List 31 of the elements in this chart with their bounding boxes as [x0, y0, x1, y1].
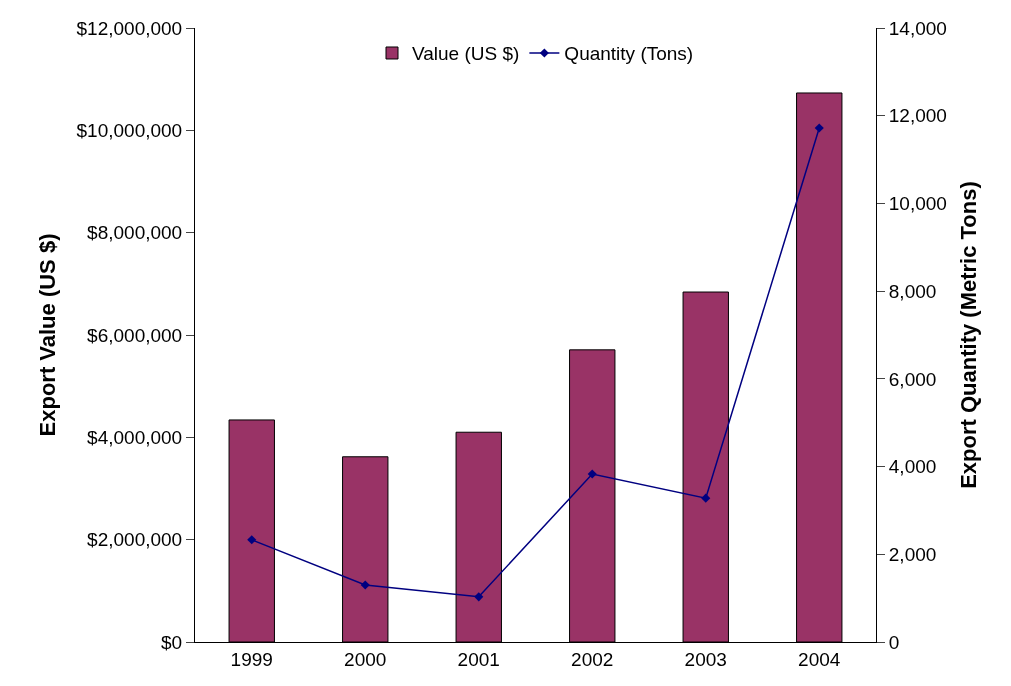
- y2-tick-label: 14,000: [888, 17, 947, 39]
- y-tick-label: $0: [161, 631, 183, 653]
- x-tick-label: 2002: [571, 648, 614, 670]
- y2-tick-label: 4,000: [888, 456, 937, 478]
- y2-tick-label: 8,000: [888, 280, 937, 302]
- y-tick-label: $4,000,000: [87, 426, 183, 448]
- y2-tick-label: 6,000: [888, 368, 937, 390]
- x-tick-label: 2003: [684, 648, 727, 670]
- x-tick-label: 1999: [230, 648, 273, 670]
- y-tick-label: $12,000,000: [76, 17, 183, 39]
- y-tick-label: $6,000,000: [87, 324, 183, 346]
- point: [701, 493, 711, 503]
- legend-label: Quantity (Tons): [564, 43, 694, 65]
- y2-tick-label: 0: [888, 631, 900, 653]
- point: [587, 469, 597, 479]
- point: [814, 123, 824, 133]
- x-tick-label: 2004: [798, 648, 841, 670]
- point: [360, 580, 370, 590]
- point: [247, 535, 257, 545]
- y2-tick-label: 2,000: [888, 543, 937, 565]
- legend-label: Value (US $): [412, 43, 520, 65]
- point: [474, 592, 484, 602]
- y2-tick-label: 12,000: [888, 105, 947, 127]
- x-tick-label: 2000: [344, 648, 387, 670]
- y2-tick-label: 10,000: [888, 193, 947, 215]
- y-tick-label: $10,000,000: [76, 119, 183, 141]
- y-tick-label: $8,000,000: [87, 222, 183, 244]
- y-tick-label: $2,000,000: [87, 529, 183, 551]
- y-axis-title: Export Value (US $): [35, 233, 61, 437]
- y2-axis-title: Export Quantity (Metric Tons): [955, 181, 981, 489]
- x-tick-label: 2001: [457, 648, 500, 670]
